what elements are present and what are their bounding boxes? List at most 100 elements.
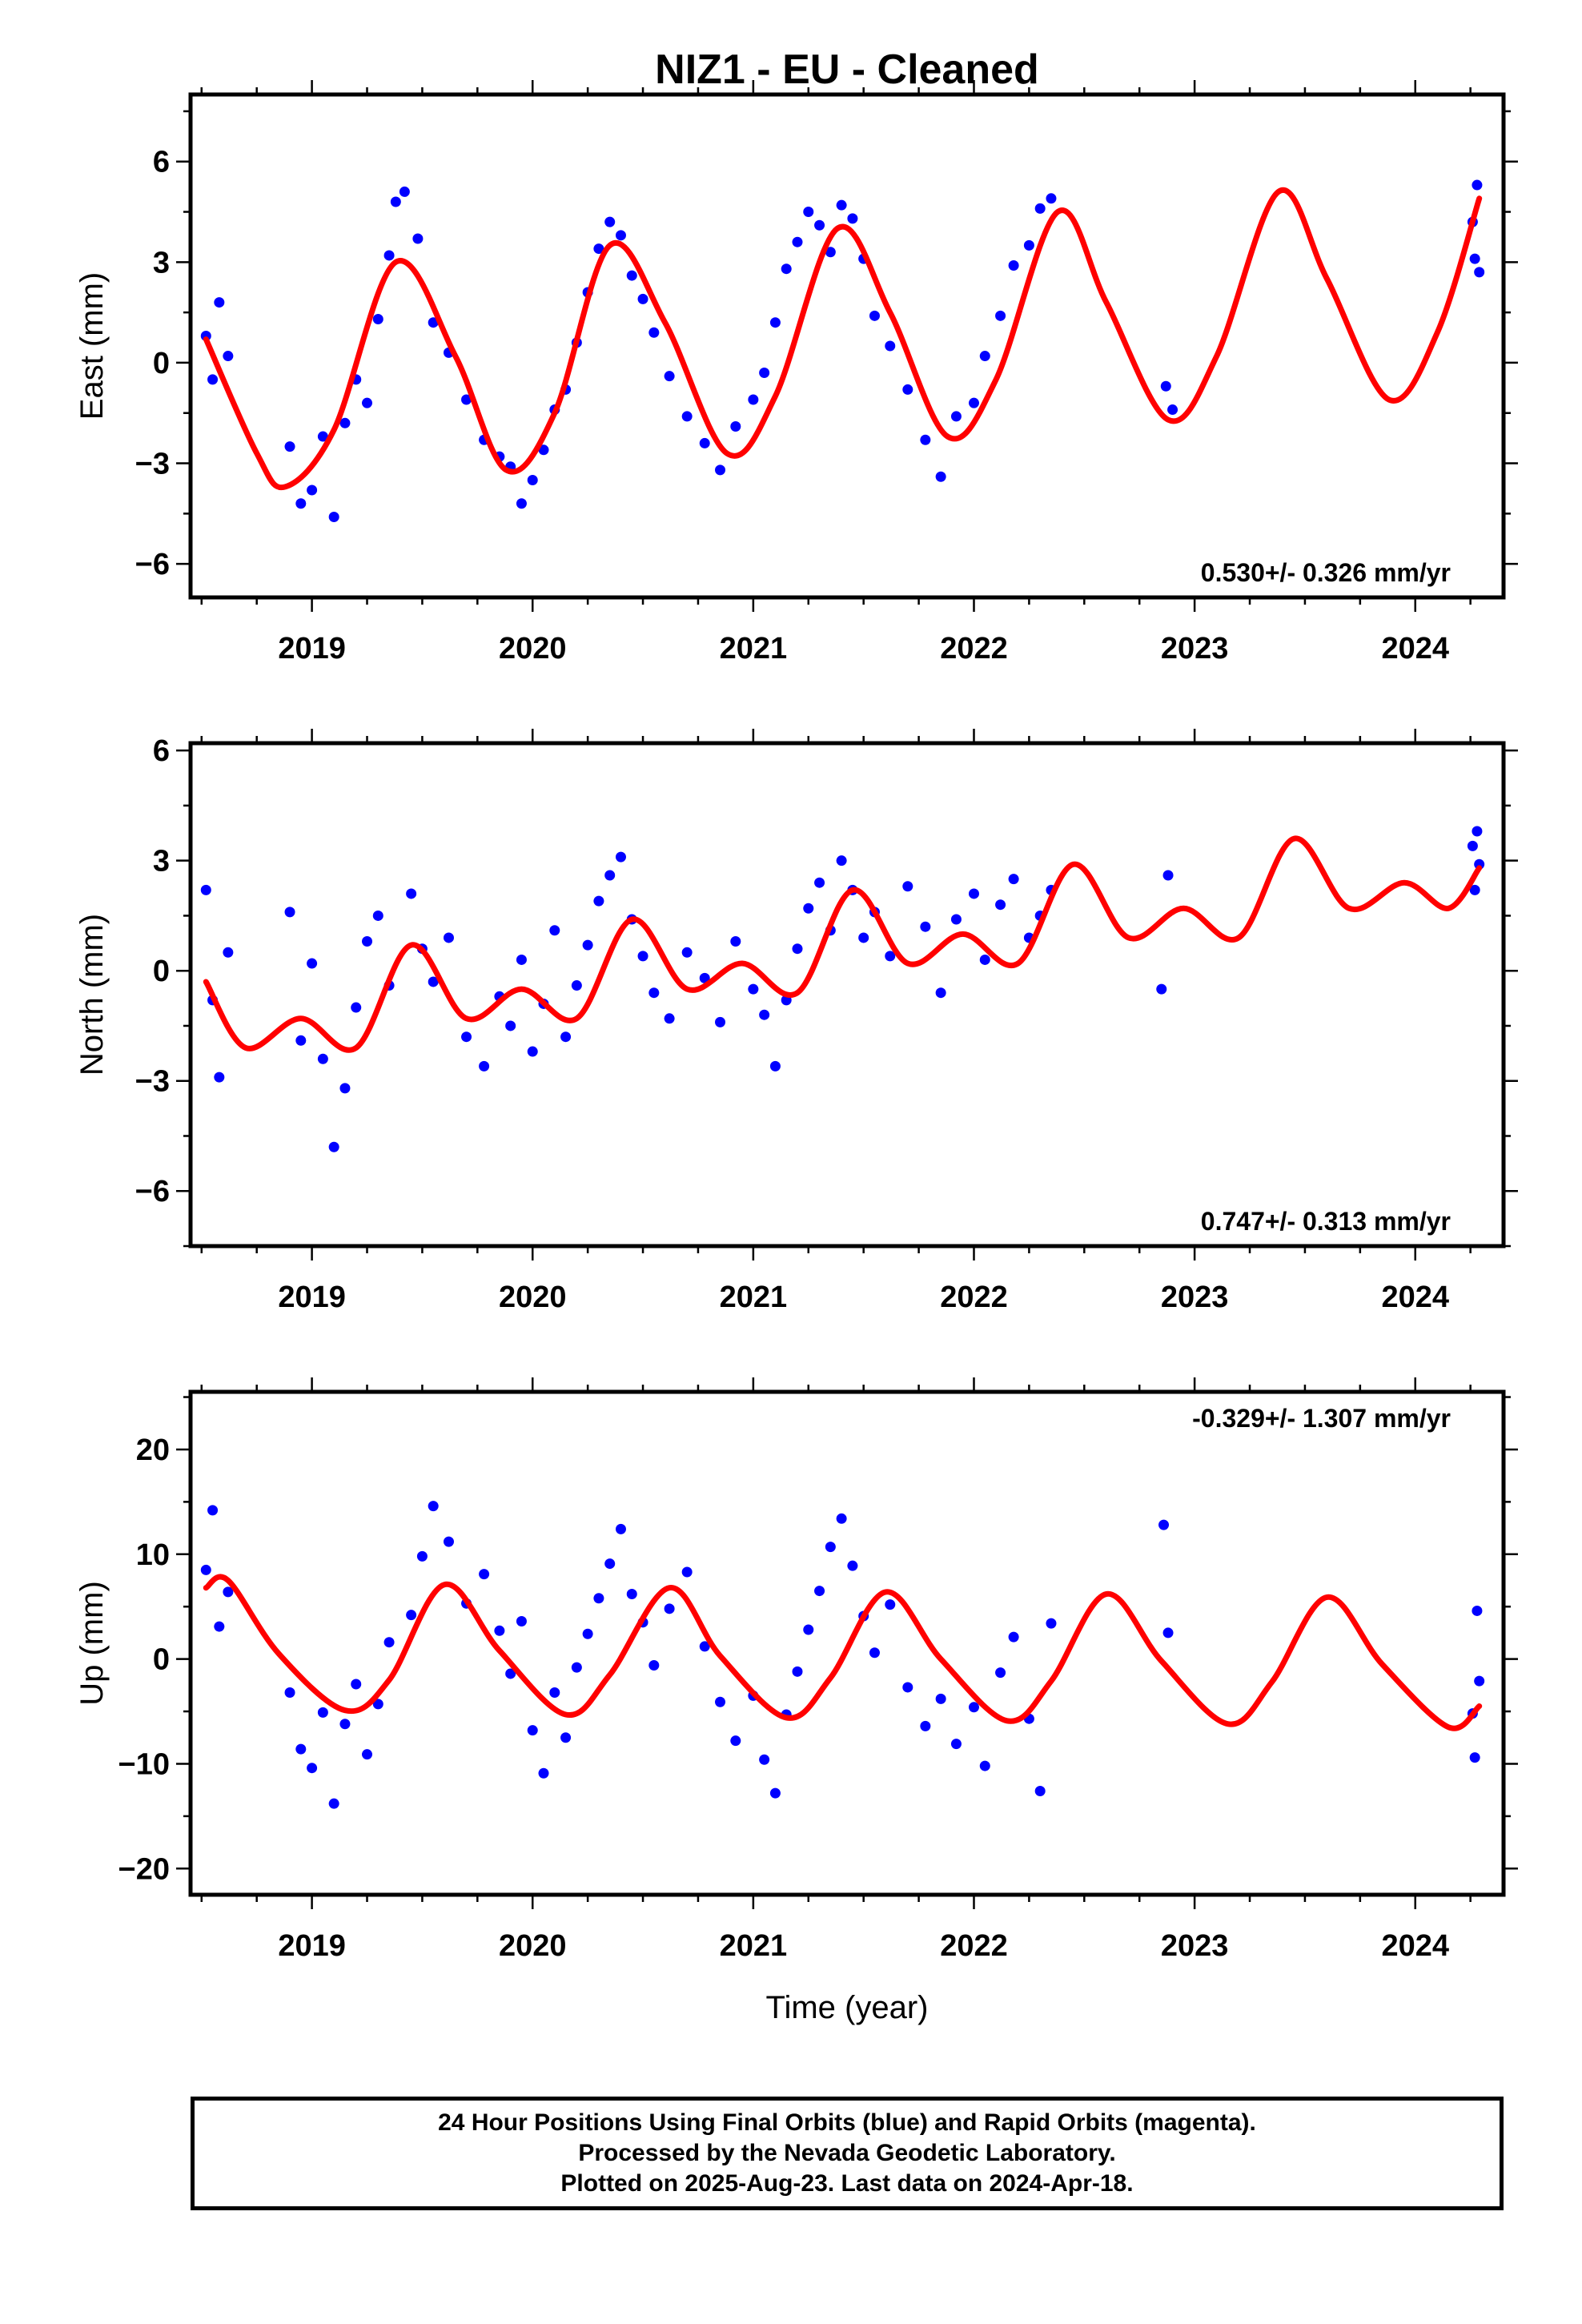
data-point [516, 954, 527, 965]
data-point [885, 340, 896, 352]
data-point [479, 1060, 490, 1072]
data-point [664, 1013, 675, 1024]
footer-line-2: Processed by the Nevada Geodetic Laborat… [578, 2140, 1116, 2166]
data-point [858, 932, 869, 943]
data-point [604, 870, 616, 881]
data-point [950, 411, 962, 422]
data-point [769, 1787, 781, 1799]
data-point [214, 1621, 225, 1632]
data-point [200, 884, 211, 895]
data-point [637, 951, 648, 962]
x-tick-label: 2020 [499, 1281, 567, 1314]
data-point [406, 888, 417, 899]
data-point [950, 914, 962, 925]
data-point [1167, 404, 1178, 416]
data-point [1474, 1675, 1485, 1687]
data-point [214, 1072, 225, 1083]
data-point [1008, 260, 1019, 271]
y-tick-label: 6 [153, 146, 170, 179]
data-point [681, 947, 693, 958]
data-point [935, 1693, 946, 1704]
data-point [979, 351, 990, 362]
x-tick-label: 2020 [499, 632, 567, 665]
data-point [1158, 1519, 1170, 1530]
data-point [1474, 267, 1485, 278]
data-point [1162, 870, 1174, 881]
data-point [593, 243, 604, 255]
data-point [223, 351, 234, 362]
data-point [428, 976, 439, 987]
data-layer [200, 1501, 1485, 1809]
data-point [571, 980, 582, 991]
data-point [1046, 1618, 1057, 1629]
data-point [935, 471, 946, 482]
y-tick-label: −6 [135, 1175, 170, 1208]
data-point [328, 512, 339, 523]
data-point [715, 1016, 726, 1027]
data-point [582, 939, 593, 951]
y-tick-label: −6 [135, 548, 170, 581]
x-tick-label: 2023 [1161, 1281, 1229, 1314]
y-tick-label: 0 [153, 1643, 170, 1677]
data-point [207, 374, 219, 385]
data-point [560, 1732, 572, 1743]
plot-frame [188, 741, 1506, 1248]
data-point [317, 1707, 328, 1718]
data-point [748, 983, 759, 995]
data-point [814, 1586, 825, 1597]
data-point [399, 186, 410, 197]
data-point [339, 1719, 351, 1730]
data-point [885, 951, 896, 962]
data-point [968, 1702, 979, 1713]
data-point [803, 1624, 814, 1635]
data-point [538, 1767, 549, 1779]
x-tick-label: 2022 [940, 1281, 1008, 1314]
data-point [223, 1586, 234, 1598]
y-tick-label: 3 [153, 845, 170, 879]
y-tick-label: 0 [153, 347, 170, 380]
y-tick-label: −3 [135, 1065, 170, 1099]
data-point [664, 371, 675, 382]
data-point [328, 1798, 339, 1809]
x-tick-label: 2024 [1381, 1929, 1449, 1963]
data-point [1472, 179, 1483, 191]
data-point [538, 444, 549, 456]
data-point [571, 1662, 582, 1673]
x-tick-label: 2024 [1381, 632, 1449, 665]
x-tick-label: 2021 [720, 1929, 788, 1963]
x-tick-label: 2023 [1161, 1929, 1229, 1963]
data-point [593, 1593, 604, 1604]
data-point [979, 1760, 990, 1771]
data-point [516, 1616, 527, 1627]
data-point [1034, 203, 1046, 214]
data-point [461, 1031, 472, 1043]
data-point [836, 1513, 847, 1524]
data-point [748, 394, 759, 405]
panel-2: 2019 2020 2021 2022 2023 2024 −6 −3 0 3 6 North (mm… [74, 729, 1518, 1314]
data-point [759, 367, 770, 378]
data-point [416, 1550, 428, 1562]
data-point [792, 1666, 803, 1677]
data-point [1046, 193, 1057, 204]
data-point [648, 1659, 660, 1671]
data-point [715, 1696, 726, 1707]
y-axis-label: East (mm) [74, 272, 110, 420]
data-point [317, 1053, 328, 1064]
data-point [825, 247, 836, 258]
data-point [792, 236, 803, 247]
data-point [730, 936, 741, 947]
data-point [615, 230, 626, 241]
data-point [214, 297, 225, 308]
data-point [390, 196, 401, 207]
y-tick-label: 20 [136, 1433, 170, 1467]
data-point [328, 1141, 339, 1152]
data-point [1472, 826, 1483, 837]
data-point [730, 1735, 741, 1747]
data-point [295, 1035, 307, 1046]
x-tick-label: 2022 [940, 632, 1008, 665]
data-point [339, 1083, 351, 1094]
data-point [527, 1725, 538, 1736]
data-point [372, 1699, 383, 1710]
footer-line-1: 24 Hour Positions Using Final Orbits (bl… [438, 2109, 1256, 2136]
